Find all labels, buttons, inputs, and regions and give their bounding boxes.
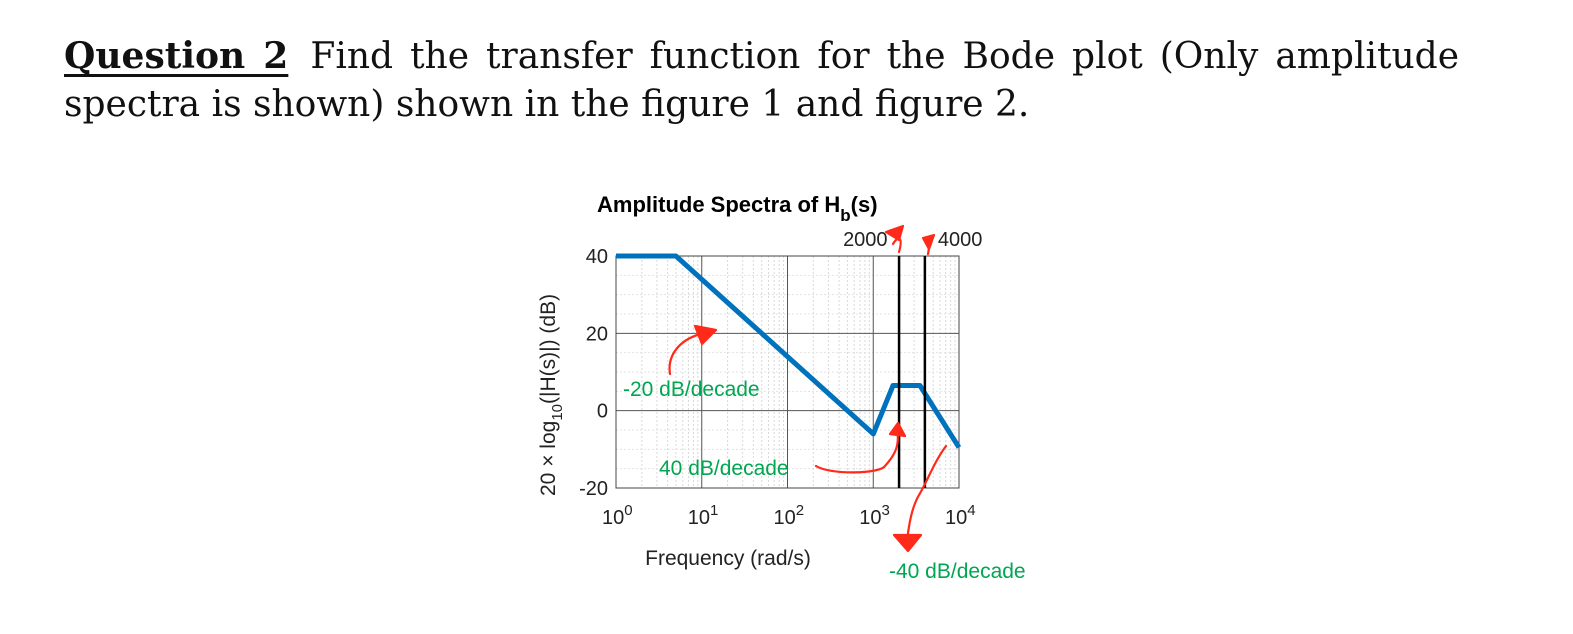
marker-label-4000: 4000 <box>938 229 983 251</box>
arrow-minus40-stroke <box>905 444 948 542</box>
arrow-2000-head <box>884 224 905 242</box>
x-tick-label: 104 <box>945 502 976 529</box>
annotation-minus40-decade: -40 dB/decade <box>889 560 1026 583</box>
series-line <box>616 253 962 449</box>
question-label: Question 2 <box>64 35 289 77</box>
y-tick-labels: 40 20 0 -20 <box>579 246 608 500</box>
arrow-40-stroke <box>814 428 899 474</box>
arrow-minus20-head <box>693 324 718 346</box>
x-axis-label: Frequency (rad/s) <box>645 547 811 570</box>
question-body: Find the transfer function for the Bode … <box>64 36 1459 125</box>
question-text-block: Question 2 Find the transfer function for… <box>64 32 1459 129</box>
x-tick-label: 101 <box>688 502 719 529</box>
x-tick-label: 100 <box>602 502 633 529</box>
annotation-arrows <box>668 224 948 553</box>
arrow-minus40-head <box>892 533 923 553</box>
x-tick-labels: 100 101 102 103 104 <box>602 502 976 529</box>
y-tick-label: 20 <box>586 323 608 345</box>
chart-title: Amplitude Spectra of Hb(s) <box>597 192 878 225</box>
y-tick-label: -20 <box>579 478 608 500</box>
x-tick-label: 103 <box>859 502 890 529</box>
minor-gridlines <box>616 256 959 488</box>
y-tick-label: 0 <box>597 401 608 423</box>
major-gridlines <box>616 256 959 488</box>
marker-label-2000: 2000 <box>843 229 888 251</box>
x-tick-label: 102 <box>774 502 805 529</box>
annotation-minus20-decade: -20 dB/decade <box>623 378 760 401</box>
marker-lines: 2000 4000 <box>843 229 982 488</box>
y-tick-label: 40 <box>586 246 608 268</box>
plot-frame <box>615 255 960 489</box>
annotation-40-decade: 40 dB/decade <box>659 457 789 480</box>
arrow-4000-head <box>921 233 936 251</box>
series-layer <box>616 253 962 449</box>
y-axis-label: 20 × log10(|H(s)|) (dB) <box>537 294 566 496</box>
arrow-40-head <box>888 421 907 438</box>
